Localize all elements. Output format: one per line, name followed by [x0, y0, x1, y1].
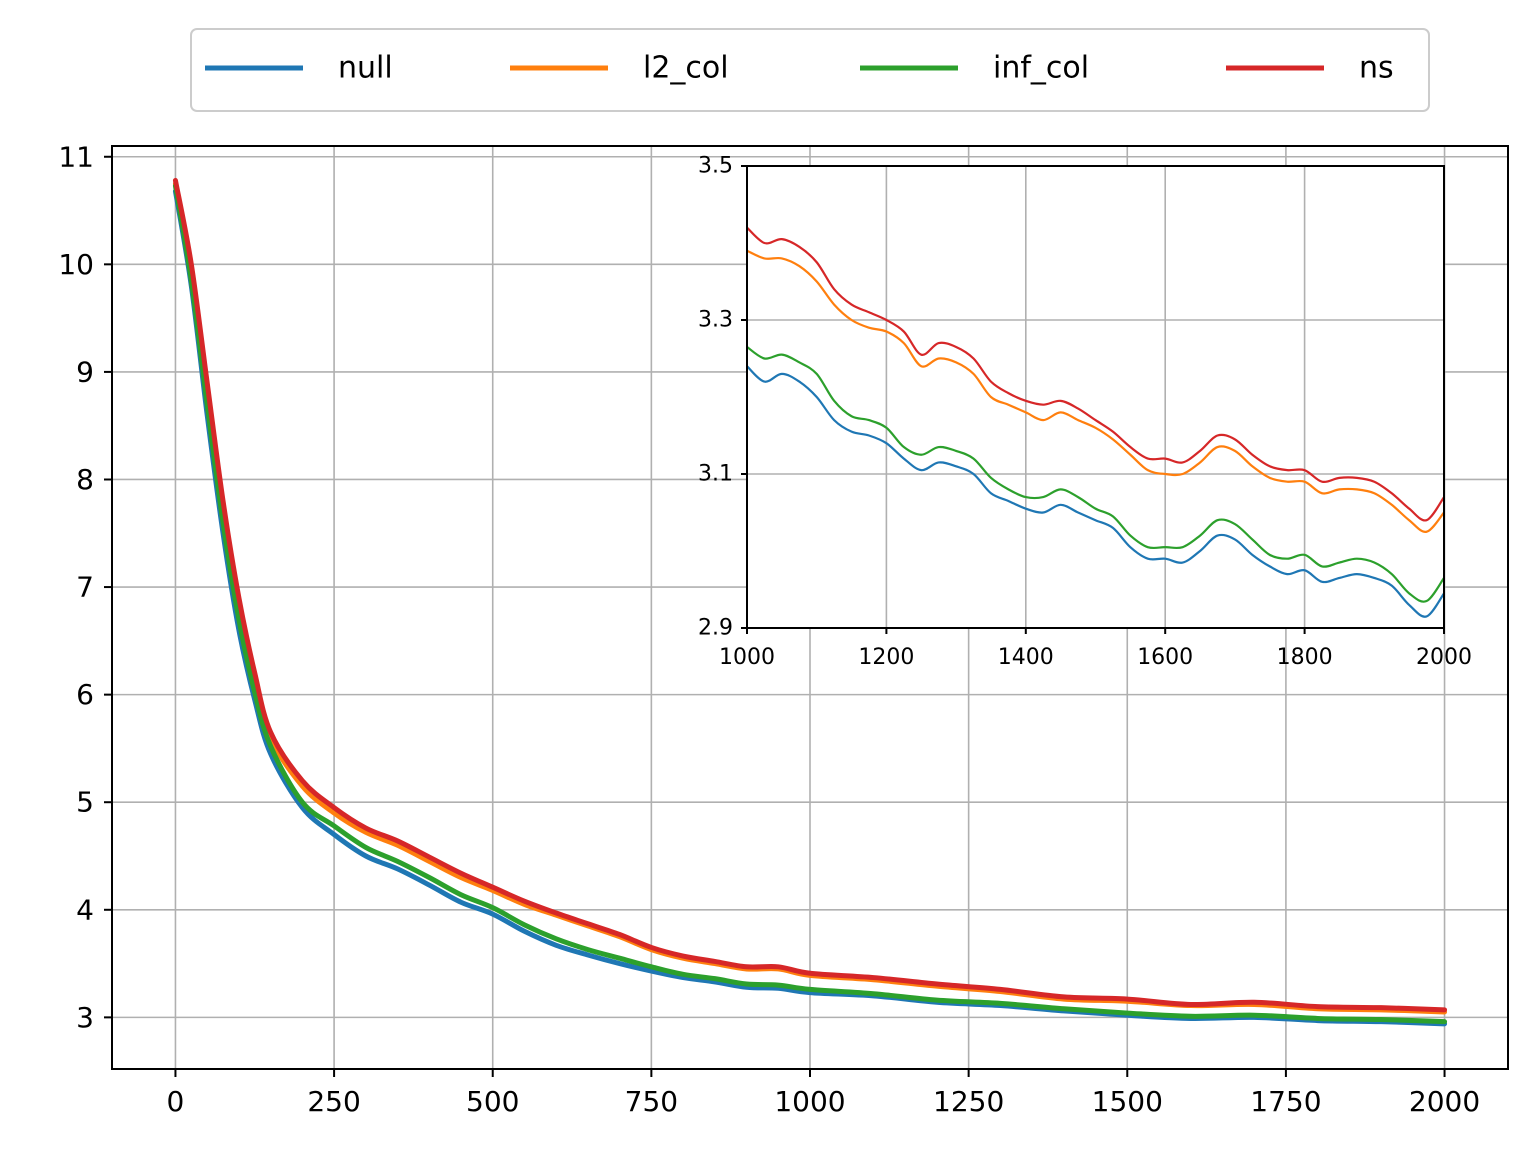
legend-label-inf-col: inf_col — [993, 51, 1089, 86]
main-series-line-inf-col — [172, 183, 1448, 1025]
main-series-group — [172, 177, 1448, 1027]
inset-series-line-inf-col — [747, 345, 1444, 603]
inset-y-tick-label-0: 2.9 — [698, 616, 733, 641]
main-y-tick-label-3: 6 — [76, 678, 94, 711]
inset-x-tick-label-4: 1800 — [1277, 645, 1333, 670]
main-y-tick-label-4: 7 — [76, 571, 94, 604]
main-y-tick-label-5: 8 — [76, 463, 94, 496]
main-x-tick-label-8: 2000 — [1409, 1085, 1480, 1118]
inset-series-line-null — [747, 365, 1444, 618]
legend-frame — [190, 28, 1430, 112]
inset-y-tick-label-3: 3.5 — [698, 154, 733, 179]
inset-x-tick-label-0: 1000 — [719, 645, 775, 670]
main-x-tick-label-5: 1250 — [933, 1085, 1004, 1118]
inset-axes-frame — [746, 165, 1445, 629]
inset-y-tick-label-1: 3.1 — [698, 462, 733, 487]
main-x-tick-label-4: 1000 — [774, 1085, 845, 1118]
main-y-tick-label-0: 3 — [76, 1001, 94, 1034]
main-x-tick-label-7: 1750 — [1250, 1085, 1321, 1118]
legend-label-ns: ns — [1359, 51, 1394, 86]
main-x-tick-label-6: 1500 — [1092, 1085, 1163, 1118]
main-x-tick-label-1: 250 — [307, 1085, 360, 1118]
main-y-tick-label-2: 5 — [76, 786, 94, 819]
inset-x-tick-label-1: 1200 — [858, 645, 914, 670]
main-y-tick-label-6: 9 — [76, 355, 94, 388]
main-y-tick-label-1: 4 — [76, 893, 94, 926]
inset-series-group — [747, 226, 1444, 618]
main-x-tick-label-0: 0 — [167, 1085, 185, 1118]
legend-label-null: null — [338, 51, 393, 86]
inset-background — [747, 166, 1444, 628]
inset-series-line-ns — [747, 226, 1444, 522]
inset-series-line-l2-col — [747, 249, 1444, 533]
inset-x-tick-label-3: 1600 — [1137, 645, 1193, 670]
inset-x-tick-label-5: 2000 — [1416, 645, 1472, 670]
main-x-tick-label-3: 750 — [625, 1085, 678, 1118]
main-y-tick-label-8: 11 — [58, 140, 94, 173]
main-x-tick-label-2: 500 — [466, 1085, 519, 1118]
main-y-tick-label-7: 10 — [58, 248, 94, 281]
inset-x-tick-label-2: 1400 — [998, 645, 1054, 670]
legend: null l2_col inf_col ns — [190, 28, 1430, 112]
main-series-line-ns — [172, 177, 1448, 1013]
inset-plot: 1000 1200 1400 1600 1800 2000 2.9 3.1 3.3 3.5 — [698, 154, 1472, 671]
legend-label-l2-col: l2_col — [643, 51, 729, 86]
inset-y-tick-label-2: 3.3 — [698, 308, 733, 333]
